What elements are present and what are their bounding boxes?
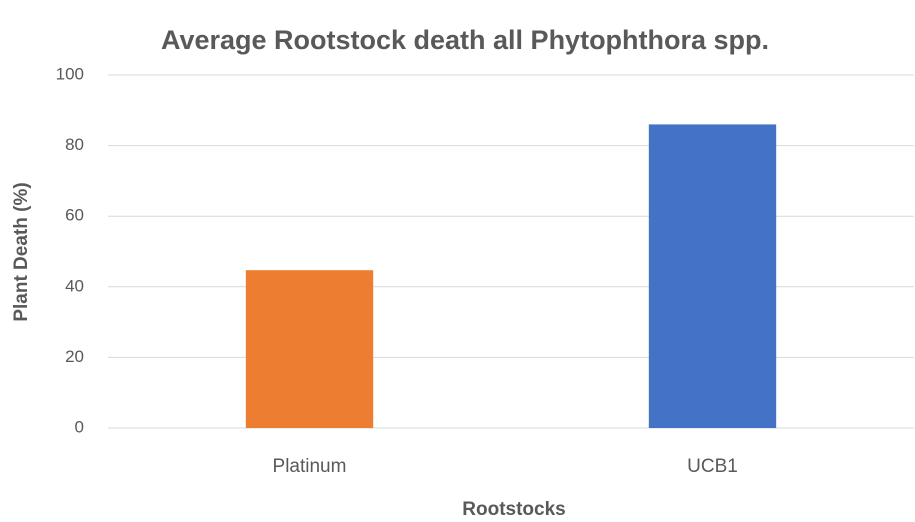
y-tick-label: 100 bbox=[56, 64, 84, 83]
y-tick-label: 80 bbox=[65, 135, 84, 154]
y-tick-label: 20 bbox=[65, 347, 84, 366]
y-axis-title: Plant Death (%) bbox=[11, 182, 32, 321]
bar bbox=[245, 270, 374, 428]
y-tick-label: 0 bbox=[75, 417, 84, 436]
y-tick-label: 60 bbox=[65, 206, 84, 225]
x-axis-title: Rootstocks bbox=[462, 499, 565, 520]
y-tick-label: 40 bbox=[65, 276, 84, 295]
bar bbox=[648, 124, 777, 429]
chart-title: Average Rootstock death all Phytophthora… bbox=[161, 25, 769, 55]
x-tick-label: Platinum bbox=[273, 456, 347, 477]
x-tick-label: UCB1 bbox=[687, 456, 738, 477]
